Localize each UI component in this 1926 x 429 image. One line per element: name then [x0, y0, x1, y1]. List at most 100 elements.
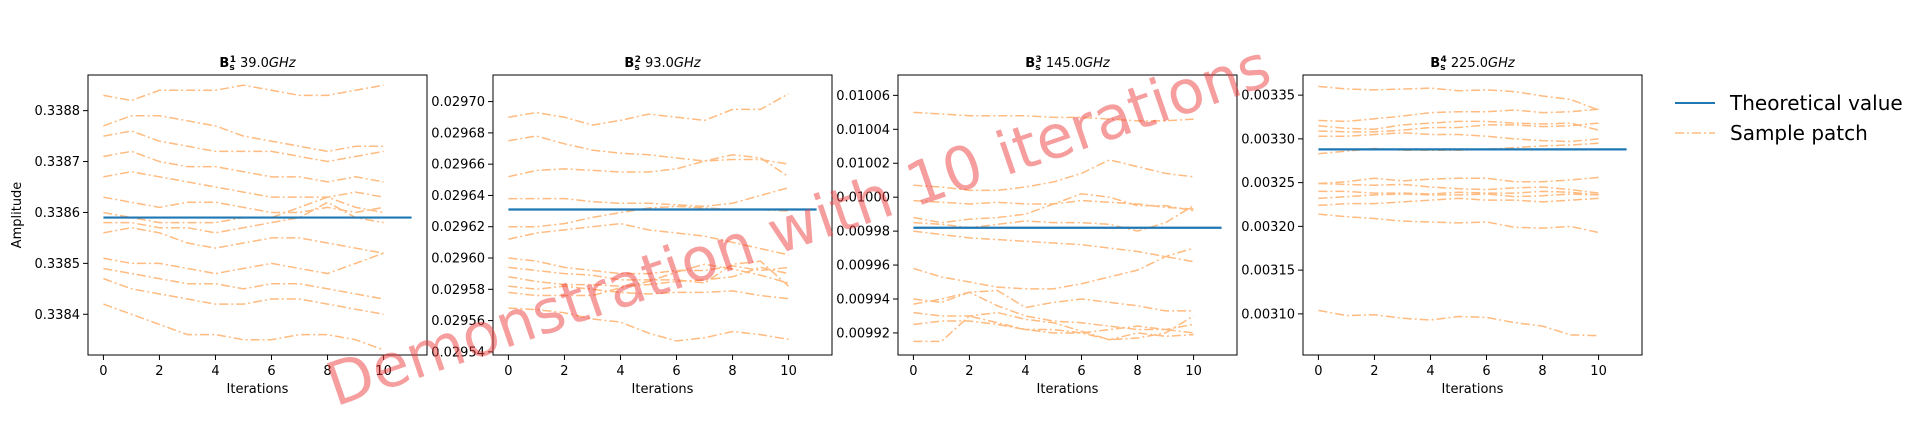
y-tick-label: 0.00998	[836, 225, 890, 240]
y-tick-label: 0.02962	[431, 220, 485, 235]
sample-line-9	[1318, 190, 1599, 196]
sample-line-11	[1318, 197, 1599, 207]
x-axis-label: Iterations	[227, 382, 289, 397]
y-tick-label: 0.02964	[431, 189, 485, 204]
x-tick-label: 2	[560, 364, 568, 379]
x-tick-label: 0	[99, 364, 107, 379]
x-tick-label: 8	[1133, 364, 1141, 379]
sample-line-3	[508, 154, 789, 178]
sample-line-10	[913, 311, 1194, 341]
x-tick-label: 8	[1538, 364, 1546, 379]
sample-line-5	[508, 205, 789, 228]
sample-line-3	[1318, 120, 1599, 131]
x-tick-label: 4	[1426, 364, 1434, 379]
x-tick-label: 2	[965, 364, 973, 379]
y-tick-label: 0.02968	[431, 126, 485, 141]
x-axis-label: Iterations	[1442, 382, 1504, 397]
panel-title: Bs4 225.0GHz	[1430, 55, 1516, 73]
y-tick-label: 0.02956	[431, 314, 485, 329]
x-tick-label: 6	[1077, 364, 1085, 379]
x-tick-label: 6	[672, 364, 680, 379]
sample-line-2	[1318, 108, 1599, 123]
sample-line-13	[1318, 309, 1599, 337]
sample-line-13	[103, 303, 384, 351]
y-tick-label: 0.3388	[35, 104, 81, 119]
y-axis-label: Amplitude	[10, 182, 25, 249]
sample-line-4	[103, 150, 384, 183]
sample-line-12	[508, 307, 789, 342]
sample-line-4	[508, 186, 789, 208]
y-tick-label: 0.00996	[836, 259, 890, 274]
panel-title: Bs2 93.0GHz	[624, 55, 701, 73]
x-tick-label: 10	[375, 364, 392, 379]
x-tick-label: 8	[323, 364, 331, 379]
sample-line-5	[1318, 131, 1599, 143]
sample-line-6	[913, 230, 1194, 263]
sample-line-5	[913, 205, 1194, 232]
x-tick-label: 10	[780, 364, 797, 379]
sample-line-1	[913, 111, 1194, 122]
y-tick-label: 0.02966	[431, 158, 485, 173]
y-tick-label: 0.02970	[431, 95, 485, 110]
y-tick-label: 0.00994	[836, 293, 890, 308]
y-tick-label: 0.00315	[1241, 264, 1295, 279]
sample-line-6	[508, 222, 789, 256]
sample-line-12	[913, 315, 1194, 343]
x-tick-label: 10	[1590, 364, 1607, 379]
y-tick-label: 0.3384	[35, 308, 81, 323]
series-group	[103, 84, 412, 351]
panel-title: Bs1 39.0GHz	[219, 55, 296, 73]
y-tick-label: 0.3387	[35, 155, 81, 170]
y-tick-label: 0.01006	[836, 89, 890, 104]
y-tick-label: 0.01004	[836, 123, 890, 138]
sample-line-8	[103, 201, 384, 234]
sample-line-9	[103, 226, 384, 254]
x-tick-label: 6	[1482, 364, 1490, 379]
sample-line-1	[103, 84, 384, 102]
sample-line-8	[913, 289, 1194, 312]
y-tick-label: 0.00310	[1241, 307, 1295, 322]
sample-line-9	[508, 266, 789, 287]
series-group	[508, 93, 817, 342]
y-tick-label: 0.00335	[1241, 89, 1295, 104]
sample-line-8	[1318, 182, 1599, 194]
y-tick-label: 0.00325	[1241, 176, 1295, 191]
sample-line-2	[913, 159, 1194, 192]
y-tick-label: 0.02954	[431, 345, 485, 360]
y-tick-label: 0.00992	[836, 326, 890, 341]
sample-line-10	[508, 285, 789, 300]
x-axis-label: Iterations	[1037, 382, 1099, 397]
sample-line-9	[913, 291, 1194, 331]
sample-line-6	[103, 196, 384, 214]
sample-line-1	[508, 93, 789, 126]
y-tick-label: 0.02960	[431, 252, 485, 267]
axes-frame	[1302, 74, 1643, 356]
sample-line-7	[508, 257, 789, 275]
y-tick-label: 0.01002	[836, 157, 890, 172]
legend-theoretical-label: Theoretical value	[1729, 91, 1903, 115]
x-tick-label: 0	[504, 364, 512, 379]
sample-line-7	[913, 247, 1194, 290]
x-tick-label: 2	[155, 364, 163, 379]
panel-1: 0 2 4 6 8 10 0.3384 0.3385 0.3386 0.3387 0.3388 Ite…	[10, 55, 428, 397]
sample-line-1	[1318, 85, 1599, 111]
y-tick-label: 0.3386	[35, 206, 81, 221]
y-tick-label: 0.00320	[1241, 220, 1295, 235]
x-tick-label: 0	[1314, 364, 1322, 379]
x-tick-label: 4	[616, 364, 624, 379]
axes-frame	[897, 74, 1238, 356]
axes-frame	[87, 74, 428, 356]
panels: 0 2 4 6 8 10 0.3384 0.3385 0.3386 0.3387 0.3388 Ite…	[10, 55, 1643, 397]
sample-line-7	[1318, 176, 1599, 185]
sample-line-11	[508, 263, 789, 297]
panel-title: Bs3 145.0GHz	[1025, 55, 1111, 73]
y-tick-label: 0.02958	[431, 283, 485, 298]
sample-line-4	[1318, 122, 1599, 133]
sample-line-8	[508, 260, 790, 287]
sample-line-10	[103, 252, 384, 275]
sample-line-4	[913, 193, 1194, 224]
x-tick-label: 4	[211, 364, 219, 379]
axes-frame	[492, 74, 833, 356]
x-tick-label: 2	[1370, 364, 1378, 379]
x-tick-label: 4	[1021, 364, 1029, 379]
